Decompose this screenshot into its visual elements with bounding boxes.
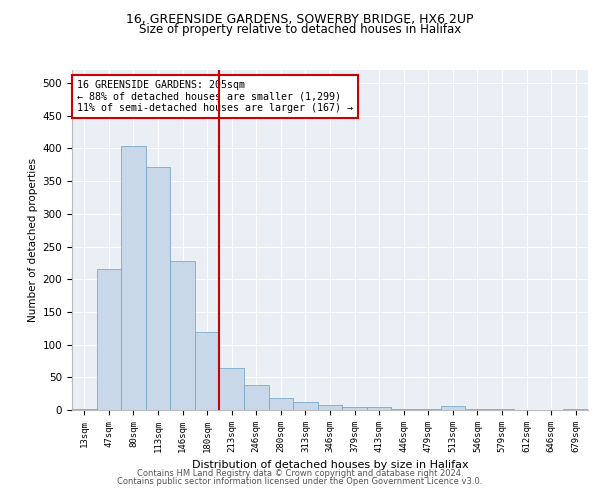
Bar	[563, 408, 588, 410]
Bar	[440, 406, 465, 410]
Bar	[269, 398, 293, 410]
Text: Contains public sector information licensed under the Open Government Licence v3: Contains public sector information licen…	[118, 477, 482, 486]
Bar	[293, 402, 318, 410]
Bar	[342, 406, 367, 410]
Text: Size of property relative to detached houses in Halifax: Size of property relative to detached ho…	[139, 22, 461, 36]
Bar	[97, 270, 121, 410]
X-axis label: Distribution of detached houses by size in Halifax: Distribution of detached houses by size …	[191, 460, 469, 470]
Text: Contains HM Land Registry data © Crown copyright and database right 2024.: Contains HM Land Registry data © Crown c…	[137, 468, 463, 477]
Y-axis label: Number of detached properties: Number of detached properties	[28, 158, 38, 322]
Bar	[220, 368, 244, 410]
Bar	[318, 406, 342, 410]
Bar	[367, 406, 391, 410]
Bar	[146, 167, 170, 410]
Bar	[170, 261, 195, 410]
Bar	[244, 385, 269, 410]
Bar	[121, 146, 146, 410]
Bar	[72, 408, 97, 410]
Text: 16 GREENSIDE GARDENS: 205sqm
← 88% of detached houses are smaller (1,299)
11% of: 16 GREENSIDE GARDENS: 205sqm ← 88% of de…	[77, 80, 353, 114]
Text: 16, GREENSIDE GARDENS, SOWERBY BRIDGE, HX6 2UP: 16, GREENSIDE GARDENS, SOWERBY BRIDGE, H…	[126, 12, 474, 26]
Bar	[195, 332, 220, 410]
